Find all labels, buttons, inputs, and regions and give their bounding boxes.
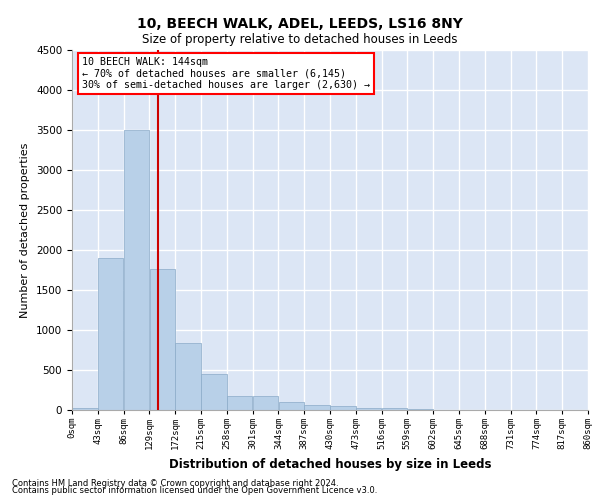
Bar (201, 374, 227, 410)
Bar (330, 406, 356, 410)
Text: Contains public sector information licensed under the Open Government Licence v3: Contains public sector information licen… (12, 486, 377, 495)
Text: Contains HM Land Registry data © Crown copyright and database right 2024.: Contains HM Land Registry data © Crown c… (12, 478, 338, 488)
Bar (175, 343, 201, 410)
Bar (278, 402, 304, 410)
Bar (98, 258, 124, 410)
Y-axis label: Number of detached properties: Number of detached properties (20, 142, 31, 318)
Bar (304, 405, 330, 410)
Bar (124, 130, 149, 410)
Bar (149, 269, 175, 410)
Text: 10 BEECH WALK: 144sqm
← 70% of detached houses are smaller (6,145)
30% of semi-d: 10 BEECH WALK: 144sqm ← 70% of detached … (82, 57, 370, 90)
X-axis label: Distribution of detached houses by size in Leeds: Distribution of detached houses by size … (169, 458, 491, 470)
Bar (407, 409, 433, 410)
Text: Size of property relative to detached houses in Leeds: Size of property relative to detached ho… (142, 32, 458, 46)
Text: 10, BEECH WALK, ADEL, LEEDS, LS16 8NY: 10, BEECH WALK, ADEL, LEEDS, LS16 8NY (137, 18, 463, 32)
Bar (227, 396, 253, 410)
Bar (356, 408, 382, 410)
Bar (253, 396, 278, 410)
Bar (382, 408, 407, 410)
Bar (72, 408, 98, 410)
